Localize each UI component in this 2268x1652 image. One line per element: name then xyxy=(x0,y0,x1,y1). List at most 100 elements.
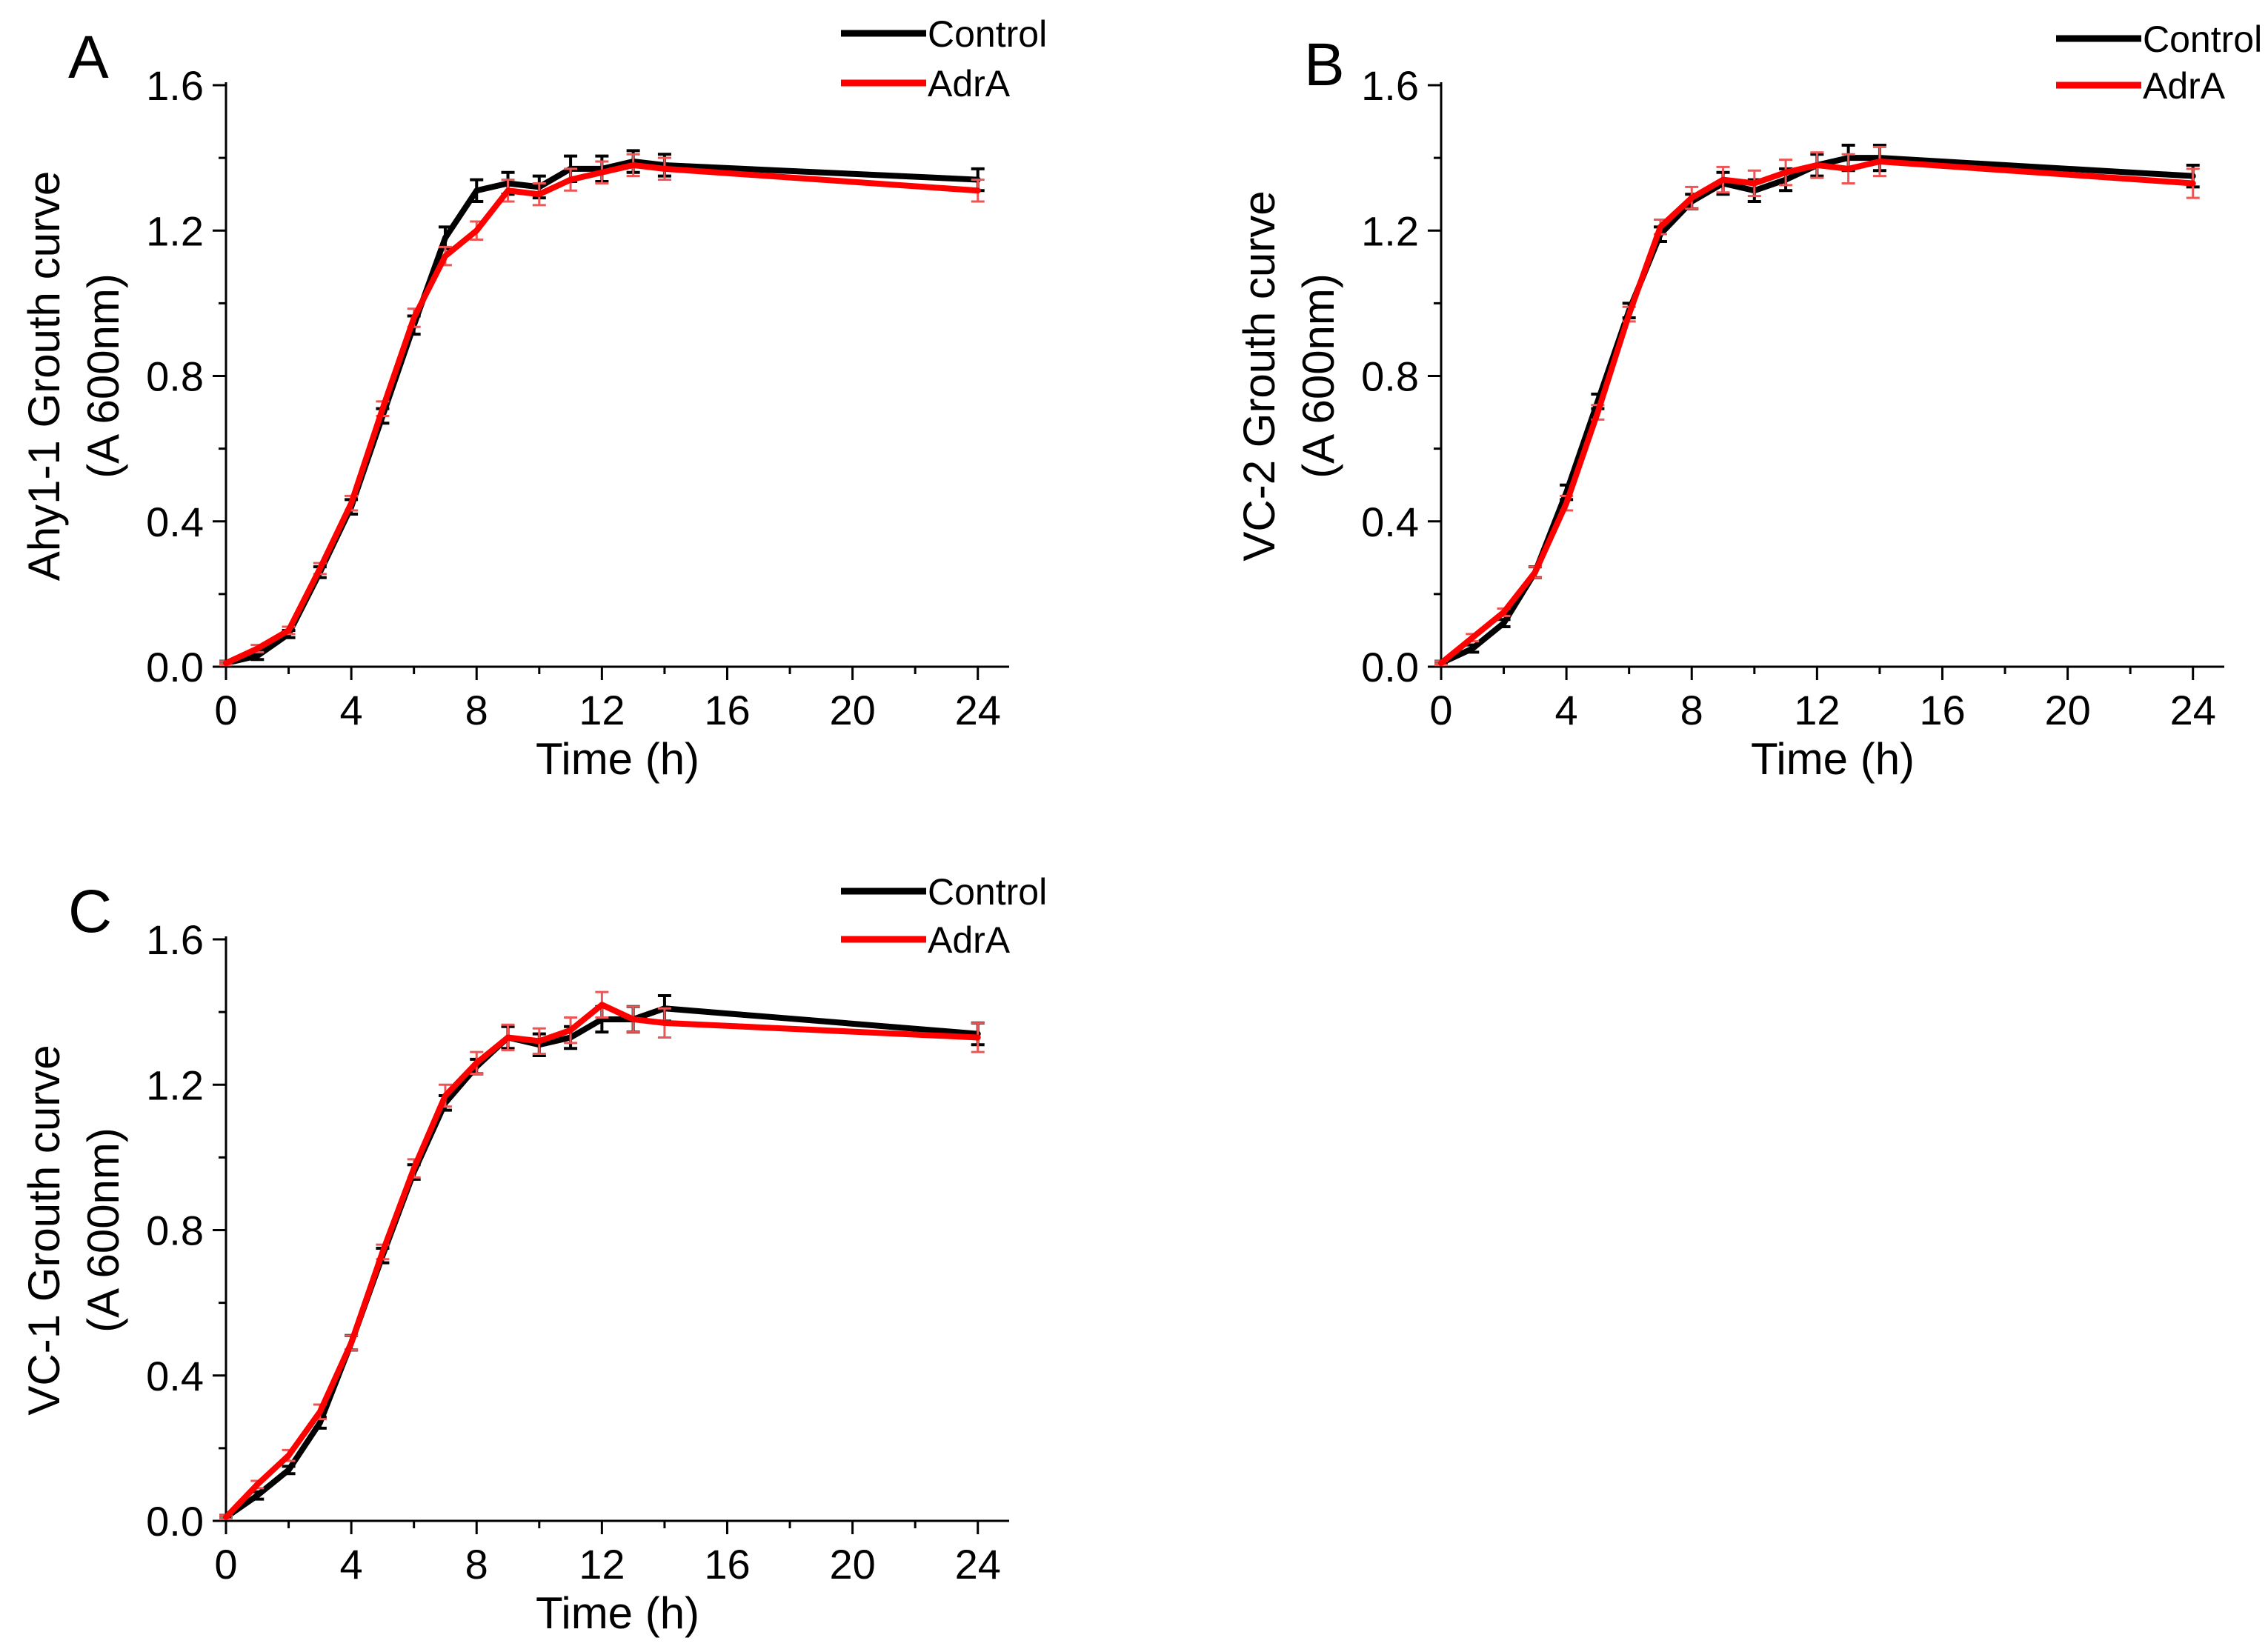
data-point xyxy=(568,1027,573,1033)
x-tick-label: 8 xyxy=(465,1541,488,1588)
data-point xyxy=(631,1016,636,1022)
data-point xyxy=(380,406,385,411)
y-tick-label: 1.6 xyxy=(146,62,204,109)
series-adra xyxy=(219,153,985,667)
x-tick-label: 20 xyxy=(829,1541,875,1588)
x-tick-label: 12 xyxy=(579,687,625,733)
y-axis-subtitle: (A 600nm) xyxy=(79,1128,128,1333)
data-point xyxy=(380,1249,385,1254)
x-tick-label: 8 xyxy=(1680,687,1703,733)
data-point xyxy=(317,566,322,571)
y-axis-title: Ahy1-1 Grouth curve xyxy=(19,171,69,582)
series-line-adra xyxy=(223,1002,981,1521)
data-point xyxy=(1783,170,1789,175)
y-axis-subtitle: (A 600nm) xyxy=(79,273,128,479)
panel-label: B xyxy=(1304,31,1345,99)
data-point xyxy=(1501,610,1506,615)
data-point xyxy=(1720,177,1726,182)
y-tick-label: 1.6 xyxy=(1361,62,1419,109)
legend-item-adra: AdrA xyxy=(841,919,1011,961)
legend-label: AdrA xyxy=(928,63,1011,104)
data-point xyxy=(255,1482,260,1487)
data-point xyxy=(505,188,511,193)
x-tick-label: 20 xyxy=(2044,687,2090,733)
x-tick-label: 12 xyxy=(579,1541,625,1588)
data-point xyxy=(224,1515,228,1520)
data-point xyxy=(975,188,980,193)
series-control xyxy=(219,994,985,1521)
data-point xyxy=(411,316,416,320)
x-tick-label: 0 xyxy=(214,1541,237,1588)
data-point xyxy=(286,1453,291,1458)
y-tick-label: 0.8 xyxy=(146,353,204,400)
legend-label: AdrA xyxy=(928,919,1011,961)
data-point xyxy=(442,1093,448,1098)
data-point xyxy=(662,1020,667,1025)
x-tick-label: 24 xyxy=(2170,687,2216,733)
series-control xyxy=(219,149,985,667)
data-point xyxy=(1501,621,1506,626)
x-axis-title: Time (h) xyxy=(1751,734,1915,784)
data-point xyxy=(1595,410,1600,415)
chart-panel-a: A 0.0 0.4 0.8 1.2 1.6 0 4 8 12 16 20 24 Time (h) Ahy1-… xyxy=(19,13,1047,784)
x-tick-label: 12 xyxy=(1794,687,1840,733)
data-point xyxy=(224,661,228,666)
legend-label: Control xyxy=(928,871,1047,913)
data-point xyxy=(286,627,291,633)
data-point xyxy=(317,1409,322,1414)
x-tick-label: 8 xyxy=(465,687,488,733)
data-point xyxy=(1470,646,1475,651)
data-point xyxy=(349,1340,354,1345)
legend: Control AdrA xyxy=(2056,19,2262,107)
legend-item-adra: AdrA xyxy=(841,63,1011,104)
data-point xyxy=(536,1039,542,1044)
data-point xyxy=(599,1002,605,1007)
x-tick-label: 16 xyxy=(704,687,750,733)
legend-item-control: Control xyxy=(841,871,1047,913)
x-tick-label: 4 xyxy=(1555,687,1578,733)
y-tick-label: 0.4 xyxy=(1361,499,1419,545)
series-line-control xyxy=(1438,155,2196,667)
data-point xyxy=(1626,312,1632,317)
y-axis-title: VC-2 Grouth curve xyxy=(1234,190,1284,561)
data-point xyxy=(1815,162,1820,167)
data-point xyxy=(1846,166,1851,171)
data-point xyxy=(1470,635,1475,640)
legend-item-adra: AdrA xyxy=(2056,65,2226,107)
y-tick-label: 0.8 xyxy=(146,1208,204,1254)
data-point xyxy=(536,192,542,197)
data-point xyxy=(599,170,605,175)
y-tick-label: 1.2 xyxy=(146,1062,204,1108)
x-tick-label: 24 xyxy=(955,1541,1001,1588)
y-tick-label: 1.2 xyxy=(146,207,204,254)
legend-item-control: Control xyxy=(2056,19,2262,60)
data-point xyxy=(255,1493,260,1498)
y-tick-label: 0.4 xyxy=(146,1353,204,1399)
panel-label: A xyxy=(68,24,109,91)
y-tick-label: 1.2 xyxy=(1361,207,1419,254)
x-tick-label: 4 xyxy=(340,687,363,733)
x-tick-label: 24 xyxy=(955,687,1001,733)
data-point xyxy=(568,177,573,182)
legend-label: AdrA xyxy=(2143,65,2226,107)
y-tick-label: 0.8 xyxy=(1361,353,1419,400)
x-axis-title: Time (h) xyxy=(536,1588,699,1638)
data-point xyxy=(317,1420,322,1425)
series-control xyxy=(1434,143,2200,667)
series-line-control xyxy=(223,159,981,667)
data-point xyxy=(662,166,667,171)
data-point xyxy=(1689,196,1695,201)
x-tick-label: 0 xyxy=(214,687,237,733)
legend-label: Control xyxy=(928,13,1047,55)
y-axis-title: VC-1 Grouth curve xyxy=(19,1045,69,1415)
legend-label: Control xyxy=(2143,19,2262,60)
y-tick-label: 0.4 xyxy=(146,499,204,545)
series-adra xyxy=(219,990,985,1521)
data-point xyxy=(474,1060,479,1065)
data-point xyxy=(349,501,354,506)
series-line-adra xyxy=(223,161,981,667)
data-point xyxy=(411,1166,416,1171)
legend: Control AdrA xyxy=(841,13,1047,104)
x-tick-label: 4 xyxy=(340,1541,363,1588)
